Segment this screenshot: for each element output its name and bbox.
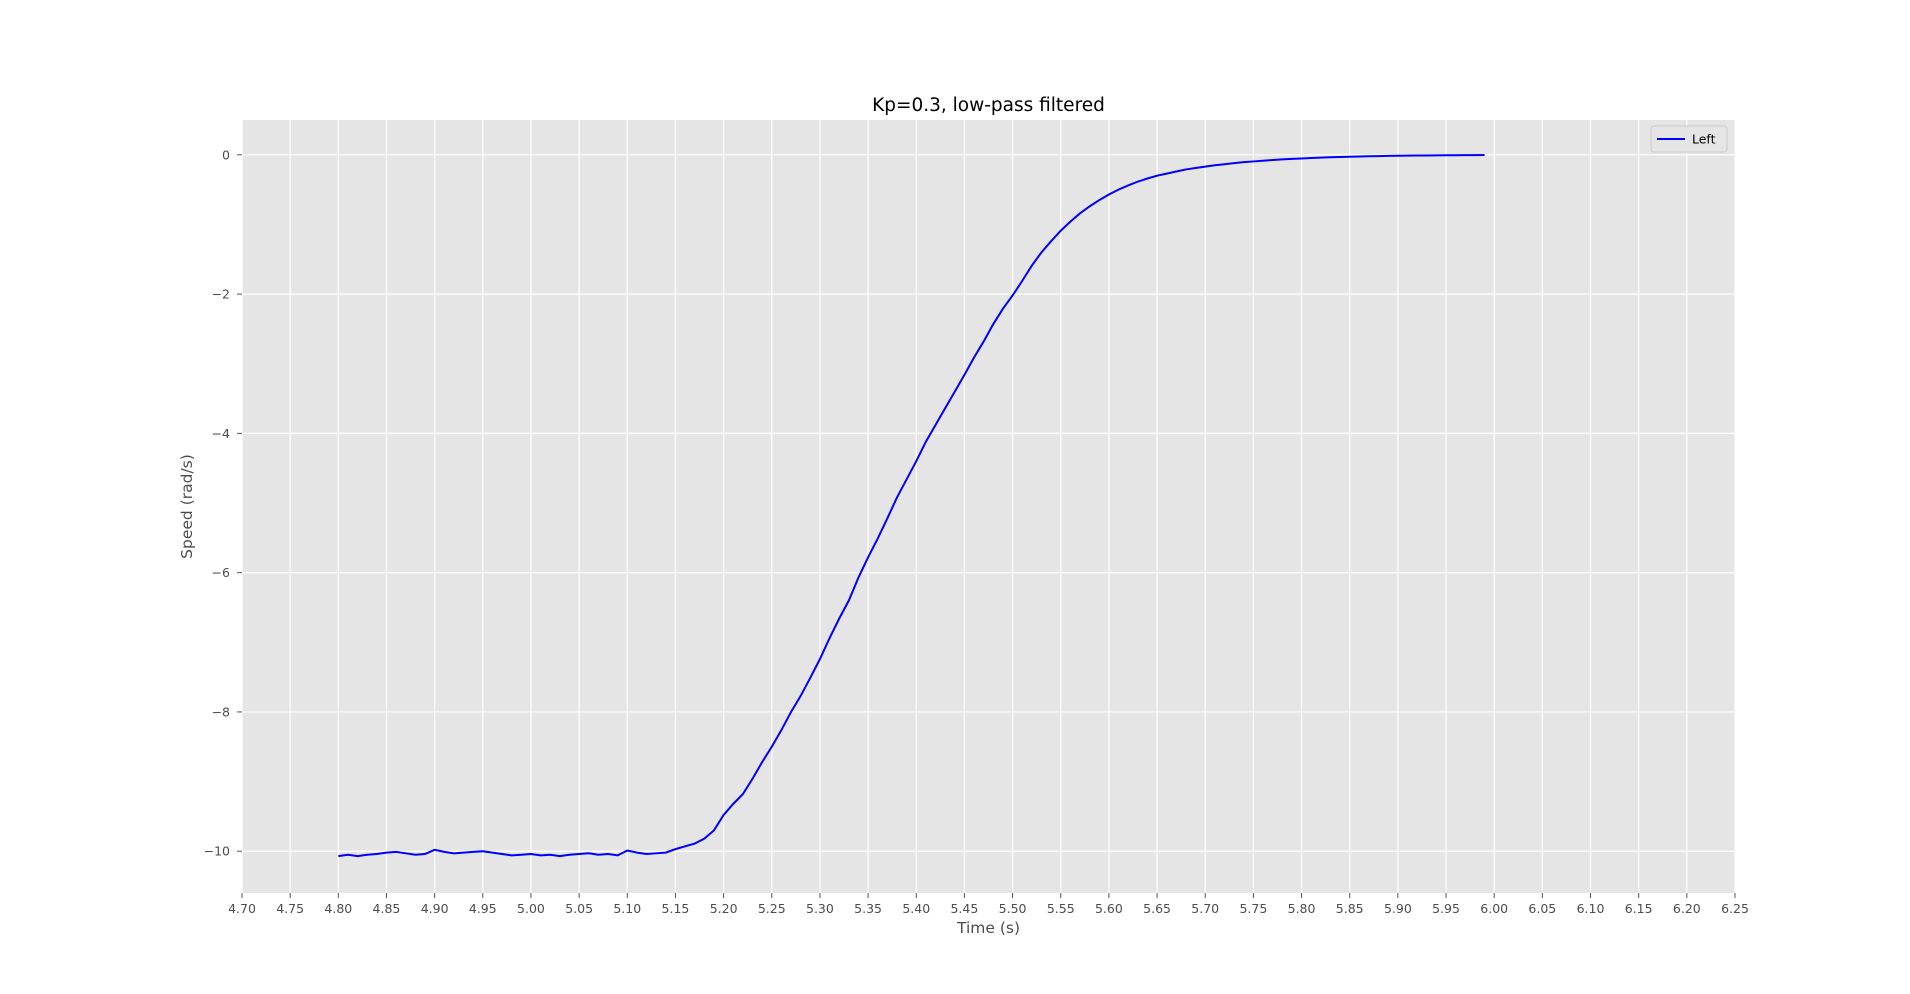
- grid-lines: [241, 120, 1736, 893]
- x-tick-label: 5.10: [613, 901, 641, 916]
- x-tick-label: 5.20: [710, 901, 738, 916]
- x-tick-label: 4.90: [421, 901, 449, 916]
- y-tick-label: −10: [204, 844, 230, 859]
- chart-title: Kp=0.3, low-pass filtered: [872, 95, 1105, 116]
- x-tick-label: 5.30: [806, 901, 834, 916]
- x-tick-label: 6.15: [1625, 901, 1653, 916]
- legend-box: [1650, 125, 1728, 153]
- x-tick-label: 4.85: [373, 901, 401, 916]
- legend: Left: [1650, 125, 1728, 153]
- y-tick-label: −2: [212, 287, 230, 302]
- y-tick-label: −6: [212, 565, 230, 580]
- x-tick-label: 6.05: [1528, 901, 1556, 916]
- x-tick-label: 6.10: [1577, 901, 1605, 916]
- x-tick-label: 6.25: [1721, 901, 1749, 916]
- x-tick-label: 4.80: [324, 901, 352, 916]
- y-tick-label: −8: [212, 704, 230, 719]
- x-tick-label: 5.70: [1191, 901, 1219, 916]
- x-tick-label: 4.70: [228, 901, 256, 916]
- series-line-left: [338, 154, 1485, 858]
- x-tick-label: 5.40: [902, 901, 930, 916]
- x-tick-label: 6.20: [1673, 901, 1701, 916]
- x-axis-ticks: 4.70 4.75 4.80 4.85 4.90 4.95 5.00 5.05 5.10 5.15…: [228, 893, 1749, 916]
- y-axis-label: Speed (rad/s): [178, 454, 196, 559]
- x-tick-label: 5.05: [565, 901, 593, 916]
- x-tick-label: 5.35: [854, 901, 882, 916]
- x-tick-label: 5.15: [662, 901, 690, 916]
- x-tick-label: 5.60: [1095, 901, 1123, 916]
- x-tick-label: 5.55: [1047, 901, 1075, 916]
- x-tick-label: 5.00: [517, 901, 545, 916]
- x-axis-label: Time (s): [956, 919, 1020, 937]
- x-tick-label: 5.80: [1288, 901, 1316, 916]
- x-tick-label: 5.25: [758, 901, 786, 916]
- plot-area-background: [242, 120, 1735, 893]
- legend-label-left: Left: [1692, 132, 1716, 147]
- x-tick-label: 6.00: [1480, 901, 1508, 916]
- x-tick-label: 5.85: [1336, 901, 1364, 916]
- x-tick-label: 5.65: [1143, 901, 1171, 916]
- x-tick-label: 5.75: [1239, 901, 1267, 916]
- x-tick-label: 4.75: [276, 901, 304, 916]
- x-tick-label: 4.95: [469, 901, 497, 916]
- x-tick-label: 5.45: [950, 901, 978, 916]
- y-axis-ticks: 0 −2 −4 −6 −8 −10: [204, 147, 242, 859]
- x-tick-label: 5.90: [1384, 901, 1412, 916]
- y-tick-label: 0: [222, 147, 230, 162]
- y-tick-label: −4: [212, 426, 230, 441]
- x-tick-label: 5.50: [999, 901, 1027, 916]
- x-tick-label: 5.95: [1432, 901, 1460, 916]
